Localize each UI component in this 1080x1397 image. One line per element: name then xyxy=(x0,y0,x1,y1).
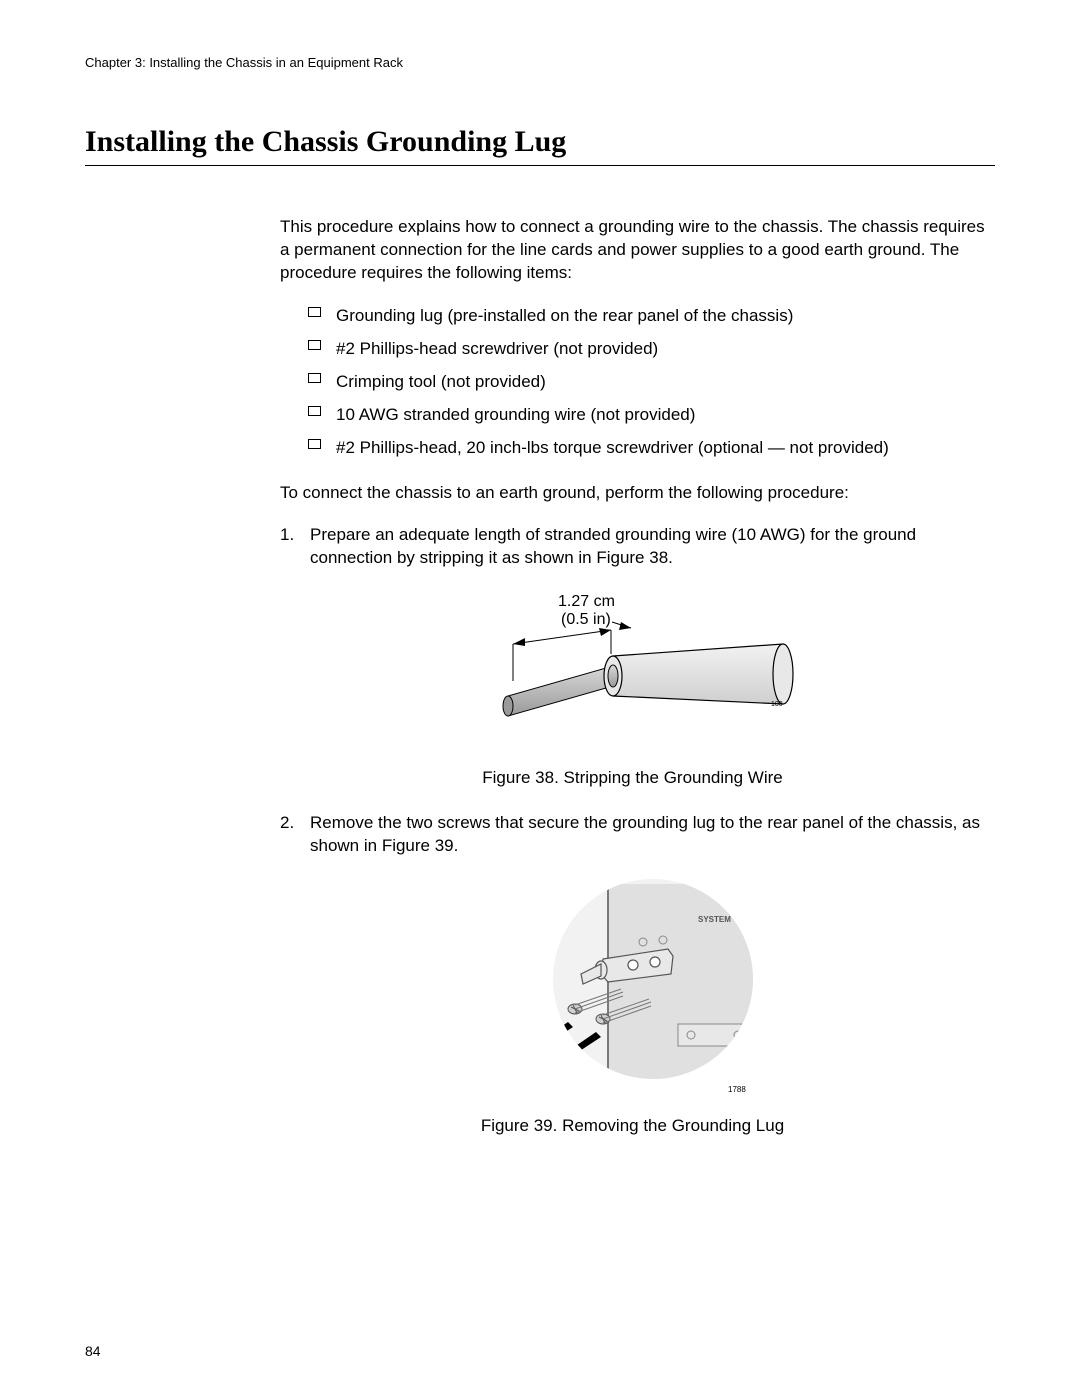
list-item: #2 Phillips-head, 20 inch-lbs torque scr… xyxy=(308,437,985,460)
step-text: Remove the two screws that secure the gr… xyxy=(310,813,980,855)
list-item-text: Crimping tool (not provided) xyxy=(336,372,546,391)
chapter-header: Chapter 3: Installing the Chassis in an … xyxy=(85,55,995,70)
intro-paragraph: This procedure explains how to connect a… xyxy=(280,216,985,285)
lead-paragraph: To connect the chassis to an earth groun… xyxy=(280,482,985,505)
list-item-text: 10 AWG stranded grounding wire (not prov… xyxy=(336,405,695,424)
figure-38: 1.27 cm (0.5 in) 100 Figure 38. Strippin… xyxy=(280,586,985,788)
panel-label: SYSTEM xyxy=(698,915,731,924)
content-body: This procedure explains how to connect a… xyxy=(280,216,985,1136)
section-title: Installing the Chassis Grounding Lug xyxy=(85,125,995,166)
list-item: 10 AWG stranded grounding wire (not prov… xyxy=(308,404,985,427)
procedure-step: 1. Prepare an adequate length of strande… xyxy=(280,524,985,570)
required-items-list: Grounding lug (pre-installed on the rear… xyxy=(308,305,985,460)
checkbox-icon xyxy=(308,439,321,449)
figure-mini-label: 100 xyxy=(771,701,783,708)
page-number: 84 xyxy=(85,1343,101,1359)
step-number: 2. xyxy=(280,812,294,835)
checkbox-icon xyxy=(308,307,321,317)
list-item: Crimping tool (not provided) xyxy=(308,371,985,394)
figure-39: SYSTEM xyxy=(280,874,985,1136)
step-text: Prepare an adequate length of stranded g… xyxy=(310,525,916,567)
stripping-wire-diagram-icon: 1.27 cm (0.5 in) 100 xyxy=(453,586,813,756)
list-item-text: #2 Phillips-head, 20 inch-lbs torque scr… xyxy=(336,438,889,457)
list-item-text: #2 Phillips-head screwdriver (not provid… xyxy=(336,339,658,358)
figure-39-caption: Figure 39. Removing the Grounding Lug xyxy=(280,1116,985,1136)
checkbox-icon xyxy=(308,340,321,350)
procedure-list: 1. Prepare an adequate length of strande… xyxy=(280,524,985,570)
dimension-text: 1.27 cm xyxy=(558,593,615,610)
figure-38-caption: Figure 38. Stripping the Grounding Wire xyxy=(280,768,985,788)
checkbox-icon xyxy=(308,406,321,416)
list-item-text: Grounding lug (pre-installed on the rear… xyxy=(336,306,793,325)
removing-grounding-lug-diagram-icon: SYSTEM xyxy=(473,874,793,1104)
list-item: Grounding lug (pre-installed on the rear… xyxy=(308,305,985,328)
dimension-text-2: (0.5 in) xyxy=(561,611,611,628)
step-number: 1. xyxy=(280,524,294,547)
checkbox-icon xyxy=(308,373,321,383)
procedure-list-continued: 2. Remove the two screws that secure the… xyxy=(280,812,985,858)
figure-mini-label: 1788 xyxy=(728,1085,746,1094)
procedure-step: 2. Remove the two screws that secure the… xyxy=(280,812,985,858)
list-item: #2 Phillips-head screwdriver (not provid… xyxy=(308,338,985,361)
arrow-icon xyxy=(521,1022,573,1059)
